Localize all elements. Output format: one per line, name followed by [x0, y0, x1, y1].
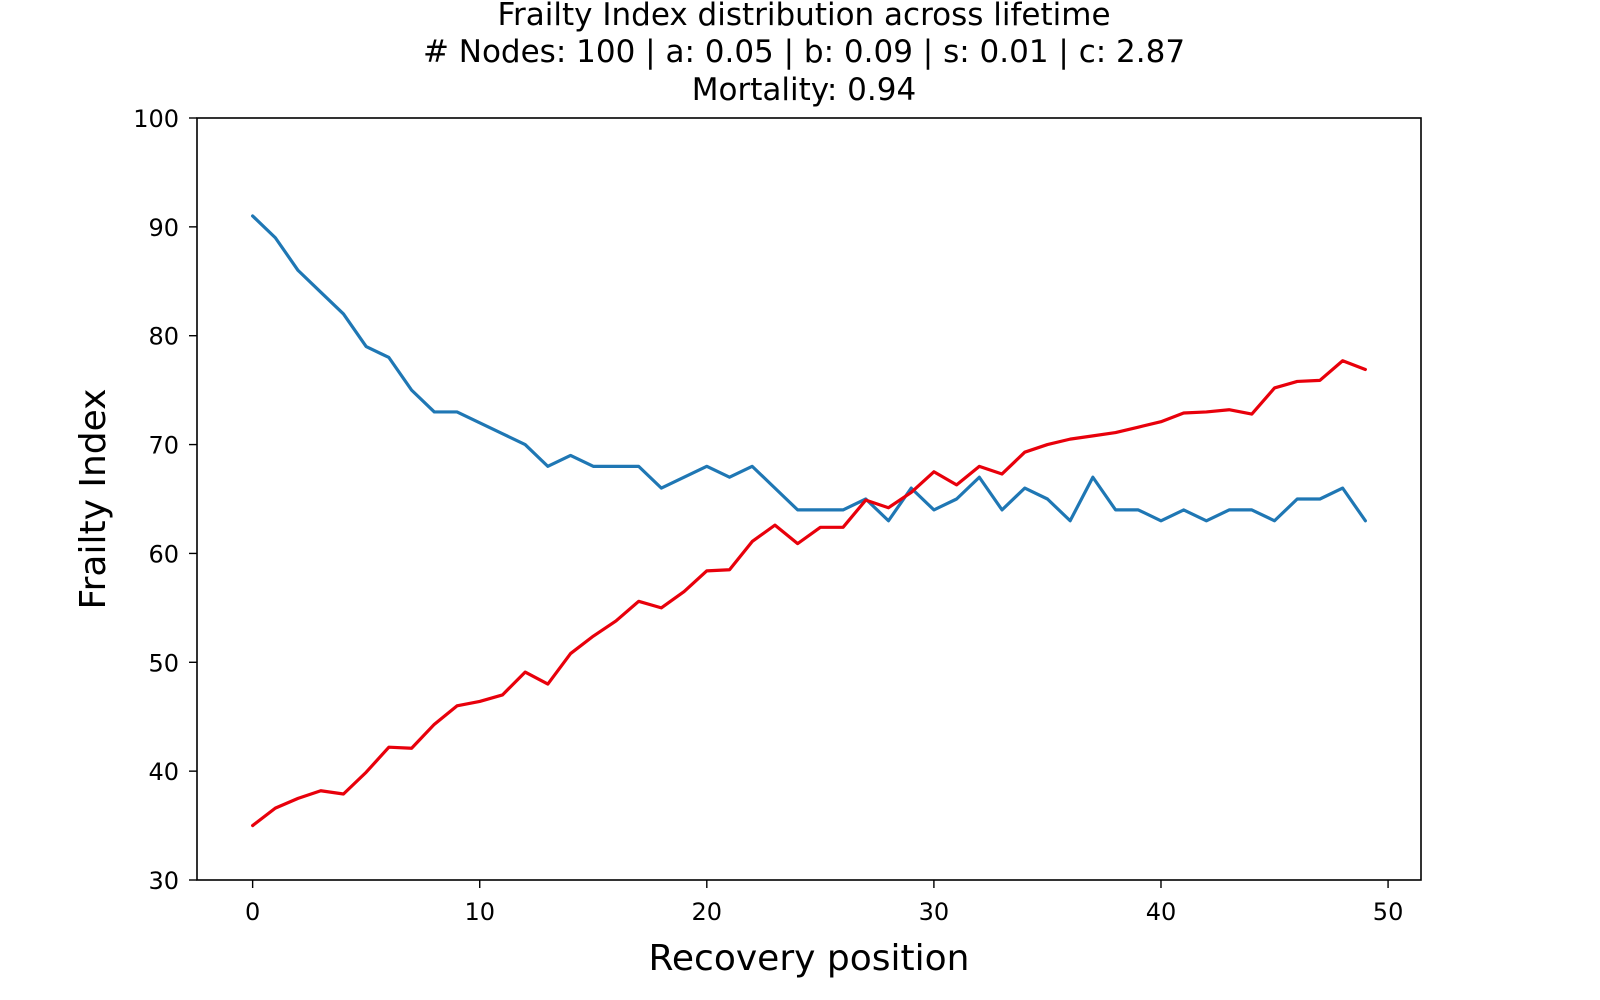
x-axis-label: Recovery position	[649, 938, 970, 979]
x-tick-label: 20	[692, 898, 723, 926]
x-tick-label: 10	[464, 898, 495, 926]
chart-subtitle: # Nodes: 100 | a: 0.05 | b: 0.09 | s: 0.…	[423, 34, 1185, 70]
y-tick-label: 30	[148, 867, 179, 895]
y-tick-label: 50	[148, 649, 179, 677]
chart-mortality-line: Mortality: 0.94	[692, 72, 916, 108]
y-tick-label: 100	[133, 105, 179, 133]
plot-frame	[196, 117, 1422, 881]
series-line-2	[251, 359, 1367, 828]
y-tick-label: 70	[148, 432, 179, 460]
y-tick-label: 40	[148, 758, 179, 786]
x-tick-label: 30	[919, 898, 950, 926]
x-axis-ticks: 0 10 20 30 40 50	[245, 880, 1403, 926]
y-axis-ticks: 30 40 50 60 70 80 90 100	[133, 105, 197, 895]
y-tick-label: 90	[148, 214, 179, 242]
x-tick-label: 50	[1373, 898, 1404, 926]
x-tick-label: 0	[245, 898, 260, 926]
y-axis-label: Frailty Index	[73, 389, 114, 610]
chart-title: Frailty Index distribution across lifeti…	[497, 0, 1110, 33]
series-layer	[251, 214, 1367, 828]
series-line-1	[251, 214, 1367, 523]
y-tick-label: 80	[148, 323, 179, 351]
y-tick-label: 60	[148, 540, 179, 568]
x-tick-label: 40	[1146, 898, 1177, 926]
